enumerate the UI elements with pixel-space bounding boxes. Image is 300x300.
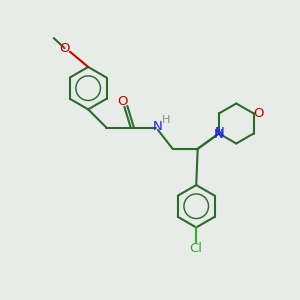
Text: O: O xyxy=(59,42,70,55)
Text: H: H xyxy=(162,115,170,125)
Text: Cl: Cl xyxy=(190,242,203,255)
Text: N: N xyxy=(215,126,225,140)
Text: N: N xyxy=(214,128,224,141)
Text: O: O xyxy=(117,94,128,108)
Text: O: O xyxy=(253,107,264,120)
Text: N: N xyxy=(153,120,163,133)
